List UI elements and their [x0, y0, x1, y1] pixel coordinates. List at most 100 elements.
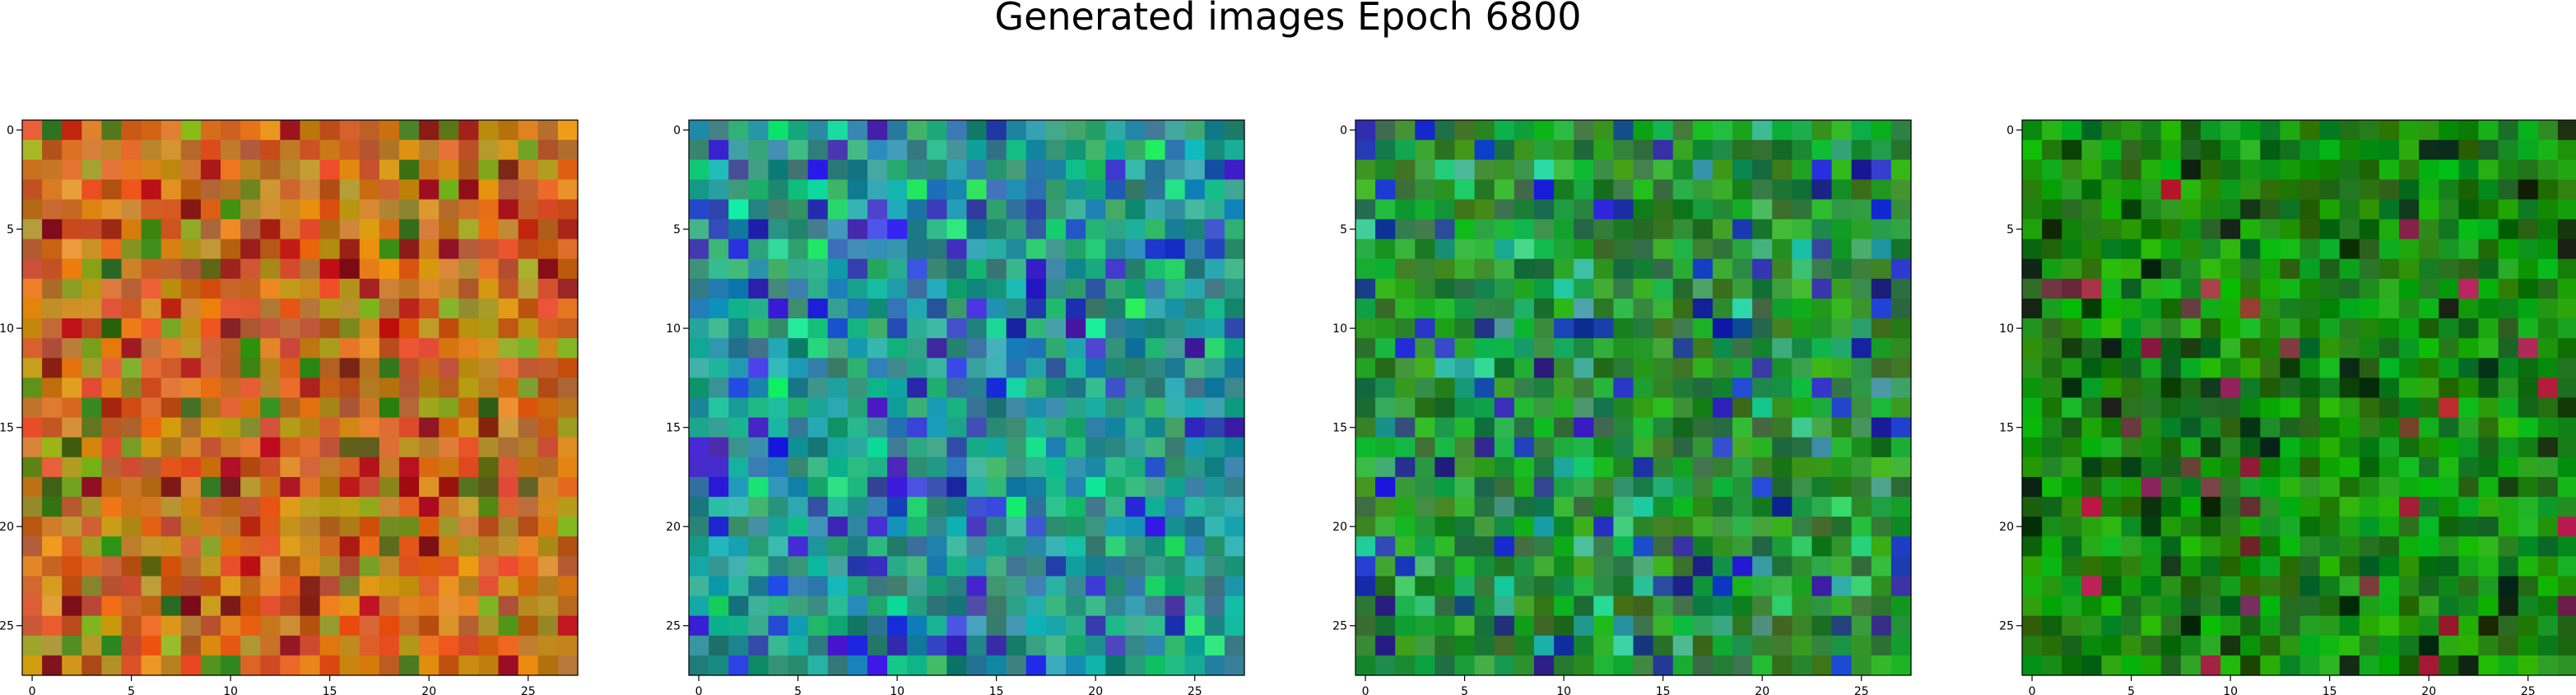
- pixel-cell: [2458, 595, 2480, 617]
- pixel-cell: [2359, 239, 2380, 260]
- pixel-cell: [22, 258, 43, 280]
- pixel-cell: [1554, 239, 1574, 260]
- pixel-cell: [2240, 358, 2261, 378]
- pixel-cell: [1514, 536, 1535, 557]
- pixel-cell: [867, 199, 888, 220]
- pixel-cell: [2180, 615, 2202, 637]
- pixel-cell: [2419, 239, 2439, 260]
- pixel-cell: [827, 397, 849, 419]
- pixel-cell: [2498, 615, 2519, 637]
- pixel-cell: [399, 655, 420, 676]
- pixel-cell: [827, 199, 849, 220]
- pixel-cell: [62, 517, 82, 537]
- pixel-cell: [260, 556, 281, 577]
- pixel-cell: [1415, 615, 1436, 637]
- pixel-cell: [1692, 298, 1713, 319]
- pixel-cell: [42, 318, 63, 339]
- pixel-cell: [2478, 140, 2499, 160]
- pixel-cell: [359, 615, 380, 637]
- pixel-cell: [1533, 160, 1555, 180]
- pixel-cell: [537, 338, 559, 359]
- pixel-cell: [2062, 199, 2082, 220]
- pixel-cell: [1006, 338, 1027, 359]
- pixel-cell: [1165, 576, 1186, 597]
- pixel-cell: [2042, 358, 2062, 378]
- pixel-cell: [2081, 358, 2103, 378]
- pixel-cell: [2557, 576, 2576, 597]
- pixel-cell: [907, 199, 928, 220]
- pixel-cell: [847, 397, 868, 419]
- pixel-cell: [1204, 179, 1225, 201]
- pixel-cell: [1105, 595, 1126, 617]
- pixel-cell: [2200, 576, 2221, 597]
- pixel-cell: [2537, 199, 2559, 220]
- pixel-cell: [2537, 338, 2559, 359]
- pixel-cell: [1712, 517, 1733, 537]
- pixel-cell: [2280, 417, 2301, 438]
- pixel-cell: [2557, 556, 2576, 577]
- pixel-cell: [319, 318, 341, 339]
- pixel-cell: [121, 635, 142, 656]
- pixel-cell: [827, 655, 849, 676]
- pixel-cell: [728, 358, 749, 378]
- pixel-cell: [2160, 318, 2182, 339]
- pixel-cell: [709, 476, 729, 498]
- pixel-cell: [1045, 536, 1067, 557]
- pixel-cell: [518, 199, 539, 220]
- pixel-cell: [22, 456, 43, 478]
- pixel-cell: [2160, 199, 2182, 220]
- pixel-cell: [1375, 298, 1396, 319]
- pixel-cell: [1653, 140, 1674, 160]
- pixel-cell: [200, 120, 221, 141]
- pixel-cell: [768, 615, 789, 637]
- pixel-cell: [419, 179, 439, 201]
- pixel-cell: [557, 120, 579, 141]
- pixel-cell: [966, 595, 988, 617]
- pixel-cell: [1593, 417, 1614, 438]
- pixel-cell: [2339, 258, 2360, 280]
- pixel-cell: [2478, 635, 2499, 656]
- pixel-cell: [1025, 160, 1047, 180]
- x-tick-label: 5: [1461, 685, 1468, 695]
- pixel-cell: [1692, 258, 1713, 280]
- pixel-cell: [319, 456, 341, 478]
- pixel-cell: [2101, 595, 2123, 617]
- pixel-cell: [2081, 615, 2103, 637]
- pixel-cell: [1831, 199, 1853, 220]
- pixel-cell: [2180, 497, 2202, 517]
- pixel-cell: [1355, 595, 1376, 617]
- pixel-cell: [359, 437, 380, 458]
- pixel-cell: [907, 358, 928, 378]
- pixel-cell: [300, 517, 321, 537]
- pixel-cell: [439, 160, 459, 180]
- pixel-cell: [399, 179, 420, 201]
- pixel-cell: [2478, 278, 2499, 299]
- pixel-cell: [280, 120, 301, 141]
- pixel-cell: [121, 258, 142, 280]
- pixel-cell: [2160, 239, 2182, 260]
- pixel-cell: [2160, 258, 2182, 280]
- pixel-cell: [1454, 476, 1476, 498]
- pixel-cell: [200, 278, 221, 299]
- pixel-cell: [2537, 318, 2559, 339]
- pixel-cell: [1792, 378, 1813, 399]
- pixel-cell: [300, 140, 321, 160]
- pixel-cell: [827, 120, 849, 141]
- pixel-cell: [1395, 120, 1416, 141]
- pixel-cell: [927, 556, 947, 577]
- pixel-cell: [319, 120, 341, 141]
- pixel-cell: [419, 417, 439, 438]
- pixel-cell: [359, 239, 380, 260]
- pixel-cell: [101, 536, 123, 557]
- pixel-cell: [439, 278, 459, 299]
- pixel-cell: [2022, 635, 2043, 656]
- pixel-cell: [2319, 497, 2341, 517]
- pixel-cell: [42, 160, 63, 180]
- pixel-cell: [2518, 556, 2539, 577]
- pixel-cell: [2220, 179, 2241, 201]
- pixel-cell: [1792, 318, 1813, 339]
- pixel-cell: [1375, 120, 1396, 141]
- pixel-cell: [498, 635, 519, 656]
- pixel-cell: [557, 517, 579, 537]
- pixel-cell: [1086, 476, 1106, 498]
